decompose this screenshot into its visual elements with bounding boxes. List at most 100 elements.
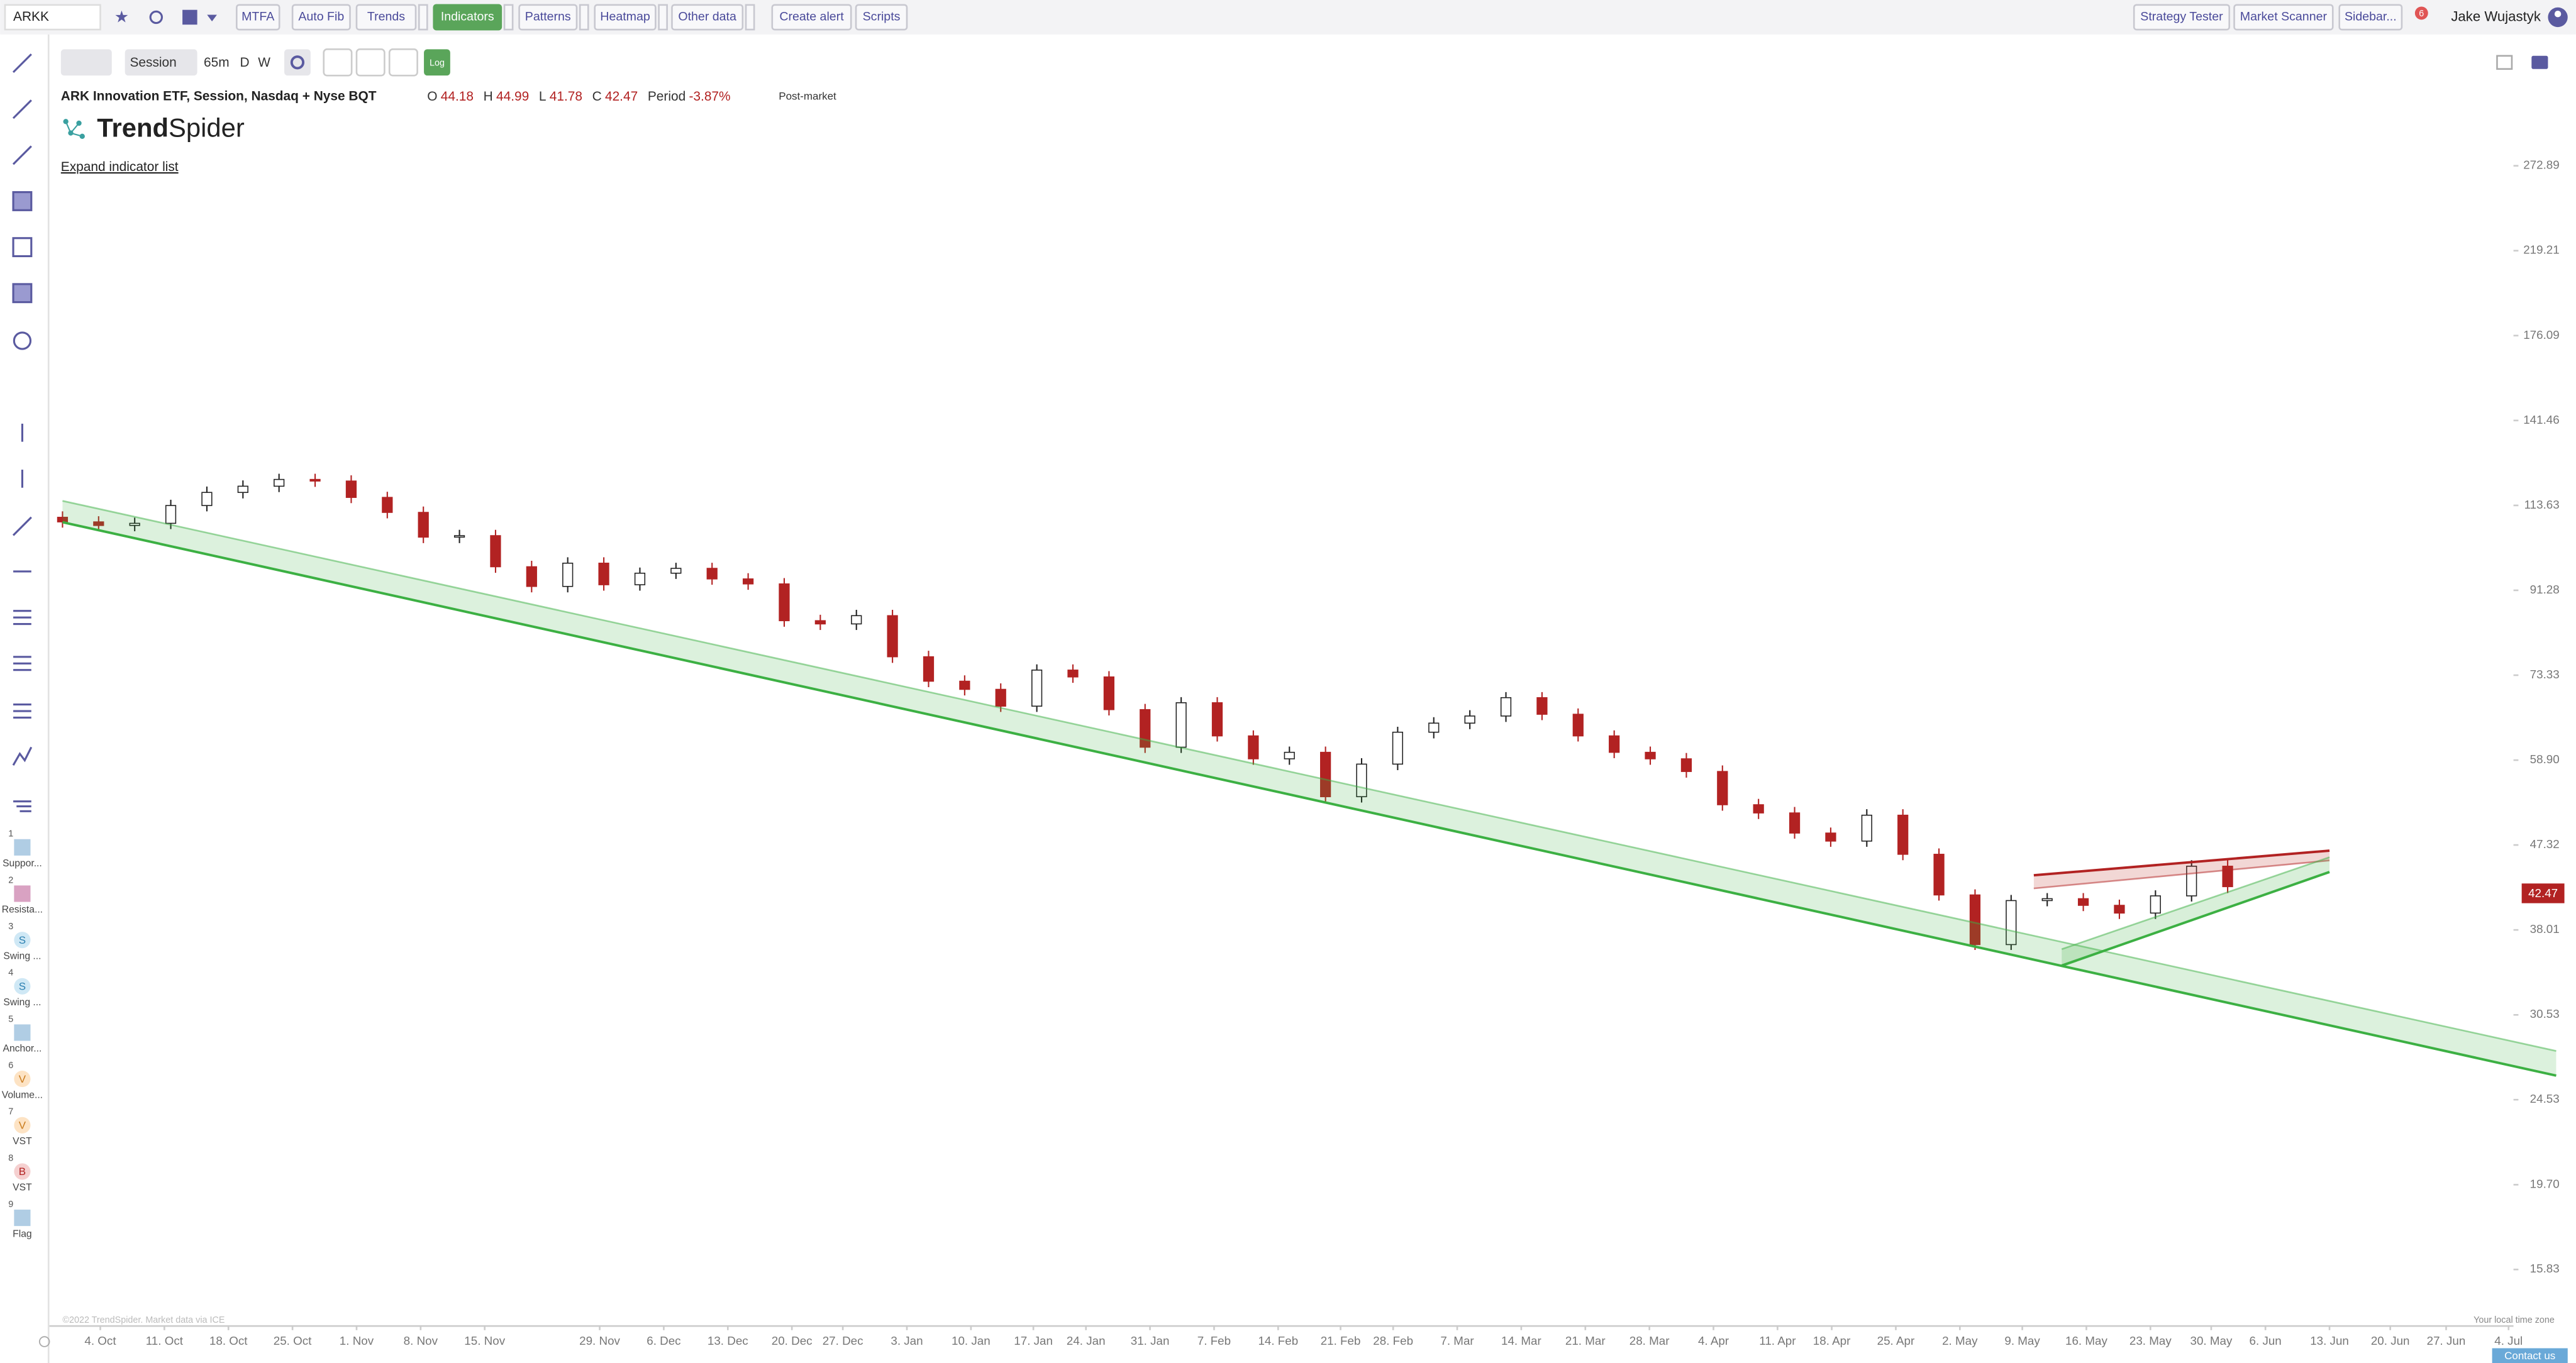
candle-body <box>1284 751 1295 759</box>
toolbar-button[interactable] <box>2133 4 2231 31</box>
item-number: 8 <box>8 1153 13 1163</box>
item-icon[interactable] <box>14 1163 31 1180</box>
candle-body <box>2150 895 2161 914</box>
item-number: 6 <box>8 1061 13 1071</box>
settings-button[interactable] <box>284 49 311 76</box>
item-icon[interactable] <box>14 1024 31 1041</box>
indicator-button[interactable] <box>323 48 353 77</box>
tool-ray[interactable] <box>12 99 32 119</box>
contact-label: Contact us <box>2504 1350 2555 1362</box>
y-tick-label: 219.21 <box>2523 243 2560 257</box>
interval[interactable]: D <box>240 55 250 70</box>
legend-period-label: Period <box>648 89 686 104</box>
toolbar-button[interactable] <box>2338 4 2403 31</box>
fullscreen-icon[interactable] <box>2496 55 2513 70</box>
interval[interactable]: 65m <box>204 55 230 70</box>
button-menu[interactable] <box>658 4 668 31</box>
toolbar-button[interactable] <box>355 4 417 31</box>
toolbar-button-label: Trends <box>367 10 405 24</box>
toolbar-button[interactable] <box>2233 4 2334 31</box>
tool-fib-levels[interactable] <box>13 656 31 671</box>
x-tick-label: 18. Apr <box>1813 1334 1851 1347</box>
crosshair-button[interactable] <box>388 48 418 77</box>
avatar-head <box>2554 10 2562 18</box>
y-tick-label: 47.32 <box>2530 837 2560 851</box>
item-number: 2 <box>8 875 13 885</box>
chart-type-button[interactable] <box>60 49 112 76</box>
expand-indicators[interactable]: Expand indicator list <box>61 160 179 174</box>
tool-extended[interactable] <box>12 145 32 165</box>
candle-body <box>129 522 140 526</box>
session-label: Session <box>130 55 177 70</box>
last-price-box <box>2521 883 2565 903</box>
session-select[interactable] <box>125 49 197 76</box>
symbol-input[interactable] <box>4 4 101 31</box>
item-icon[interactable] <box>14 1071 31 1088</box>
camera-icon[interactable] <box>2531 55 2548 69</box>
item-number: 4 <box>8 968 13 978</box>
item-icon[interactable] <box>14 885 31 902</box>
candle-body <box>1609 735 1620 753</box>
tool-trendline[interactable] <box>12 53 32 74</box>
item-icon[interactable] <box>14 1117 31 1134</box>
tool-path[interactable] <box>12 746 33 766</box>
tool-circle[interactable] <box>13 331 32 350</box>
instrument-name: ARK Innovation ETF, Session, Nasdaq + Ny… <box>61 89 377 104</box>
legend-close: 42.47 <box>605 89 638 104</box>
x-tick-label: 11. Oct <box>146 1334 184 1347</box>
brand-bold: Trend <box>97 113 169 142</box>
toolbar-button-label: Auto Fib <box>298 10 344 24</box>
item-icon-letter: V <box>19 1073 26 1085</box>
toolbar-button[interactable] <box>433 4 502 31</box>
candle-body <box>670 568 682 574</box>
tool-fib[interactable] <box>12 516 32 536</box>
tool-projection[interactable] <box>13 800 31 812</box>
toolbar-button[interactable] <box>855 4 908 31</box>
candle-body <box>1464 715 1475 724</box>
toolbar-button[interactable] <box>518 4 578 31</box>
button-menu[interactable] <box>503 4 514 31</box>
contact-button[interactable] <box>2492 1348 2568 1363</box>
item-icon[interactable] <box>14 839 31 856</box>
item-icon[interactable] <box>14 978 31 995</box>
notification-count: 6 <box>2419 9 2424 19</box>
candle-body <box>1572 714 1584 737</box>
color-button[interactable] <box>182 9 197 25</box>
tool-zone[interactable] <box>12 283 33 304</box>
x-tick-label: 7. Feb <box>1197 1334 1231 1347</box>
toolbar-button[interactable] <box>235 4 280 31</box>
toolbar-button-label: MTFA <box>242 10 275 24</box>
toolbar-button[interactable] <box>671 4 744 31</box>
interval[interactable]: W <box>258 55 270 70</box>
x-tick-label: 20. Dec <box>772 1334 813 1347</box>
x-tick-label: 27. Dec <box>823 1334 863 1347</box>
settings-dot[interactable] <box>38 1336 50 1347</box>
session-state: Post-market <box>779 91 836 102</box>
toolbar-button[interactable] <box>291 4 351 31</box>
item-label: VST <box>13 1183 32 1193</box>
log-button[interactable] <box>424 49 450 76</box>
toolbar-button-label: Create alert <box>779 10 844 24</box>
notification-badge[interactable] <box>2414 6 2428 20</box>
dropdown-caret[interactable] <box>207 14 217 21</box>
toolbar-button[interactable] <box>594 4 657 31</box>
button-menu[interactable] <box>579 4 589 31</box>
toolbar-button[interactable] <box>771 4 852 31</box>
user-name[interactable]: Jake Wujastyk <box>2451 8 2541 24</box>
item-icon[interactable] <box>14 932 31 949</box>
x-tick-label: 21. Mar <box>1565 1334 1606 1347</box>
clock-button[interactable] <box>355 48 386 77</box>
refresh-icon[interactable] <box>149 10 164 25</box>
candle-body <box>1211 702 1223 737</box>
star-icon[interactable]: ★ <box>114 8 129 26</box>
candle-body <box>959 680 970 690</box>
tool-channel[interactable] <box>12 191 33 211</box>
candle-body <box>1067 670 1079 678</box>
tool-channel-levels[interactable] <box>13 704 31 719</box>
tool-levels[interactable] <box>13 610 31 626</box>
button-menu[interactable] <box>418 4 428 31</box>
tool-rect[interactable] <box>12 237 33 258</box>
candle-body <box>274 478 285 487</box>
item-icon[interactable] <box>14 1210 31 1227</box>
button-menu[interactable] <box>745 4 755 31</box>
